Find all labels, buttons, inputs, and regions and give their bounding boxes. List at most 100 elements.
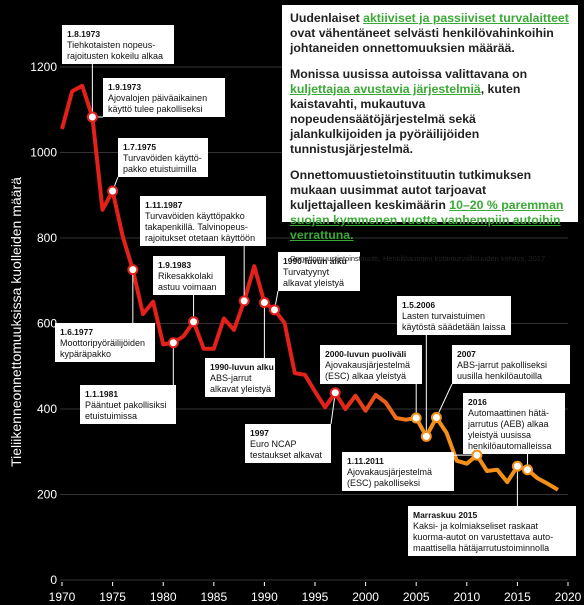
- y-tick-label: 1200: [30, 60, 57, 74]
- annotation-text: alkavat yleistyä: [210, 384, 271, 394]
- y-tick-label: 200: [37, 488, 57, 502]
- info-paragraph: Uudenlaiset aktiiviset ja passiiviset tu…: [290, 11, 570, 56]
- info-box: Uudenlaiset aktiiviset ja passiiviset tu…: [282, 5, 578, 263]
- annotation-text: kuorma-autot on varustettava auto-: [413, 532, 553, 542]
- x-tick-label: 1980: [150, 590, 177, 604]
- annotation-text: (ESC) pakolliseksi: [347, 478, 420, 488]
- highlight-text: kuljettajaa avustavia järjestelmiä: [290, 82, 481, 96]
- annotation-dot: [511, 460, 523, 472]
- annotation-title: 1.1.1981: [85, 389, 118, 399]
- annotation-title: 1.11.2011: [347, 456, 384, 466]
- annotation-title: 2016: [468, 397, 487, 407]
- annotation-text: Ajovakausjärjestelmä: [325, 360, 410, 370]
- annotation-text: Rikesakkolaki: [158, 271, 213, 281]
- x-tick-label: 1970: [49, 590, 76, 604]
- annotation-title: 1990-luvun alku: [283, 256, 347, 266]
- x-tick-label: 2010: [453, 590, 480, 604]
- y-tick-label: 0: [50, 573, 57, 587]
- y-tick-label: 1000: [30, 146, 57, 160]
- annotation-box: [140, 196, 266, 246]
- annotation-dot: [471, 449, 483, 461]
- y-tick-label: 800: [37, 231, 57, 245]
- annotation-text: Automaattinen hätä-: [468, 408, 549, 418]
- x-tick-label: 1975: [99, 590, 126, 604]
- annotation-text: Pääntuet pakollisiksi: [85, 400, 167, 410]
- annotation-title: Marraskuu 2015: [413, 510, 478, 520]
- annotation-dot: [188, 316, 200, 328]
- annotation-text: jarrutus (AEB) alkaa: [467, 419, 549, 429]
- annotation-text: uusilla henkilöautoilla: [457, 371, 542, 381]
- y-axis-label: Tieliikenneonnettomuuksissa kuolleiden m…: [8, 177, 24, 467]
- annotation-title: 1.7.1975: [123, 142, 156, 152]
- x-tick-label: 2020: [555, 590, 582, 604]
- annotation-text: ABS-jarrut: [210, 373, 252, 383]
- annotation-dot: [127, 264, 139, 276]
- annotation-box: [153, 256, 225, 295]
- annotation-text: Moottoripyöräilijöiden: [60, 338, 145, 348]
- annotation-box: [55, 323, 155, 362]
- annotation-title: 1.8.1973: [67, 29, 100, 39]
- annotation-text: Kaksi- ja kolmiakseliset raskaat: [413, 521, 539, 531]
- annotation-title: 1.9.1983: [158, 260, 191, 270]
- annotation-text: Turvavöiden käyttöpakko: [145, 211, 245, 221]
- annotation-text: rajoitusten kokeilu alkaa: [67, 51, 163, 61]
- x-tick-label: 2015: [504, 590, 531, 604]
- info-paragraph: Onnettomuustietoinstituutin tutkimuksen …: [290, 168, 570, 243]
- annotation-title: 2000-luvun puoliväli: [325, 349, 406, 359]
- annotation-dot: [107, 185, 119, 197]
- info-text: Monissa uusissa autoissa valittavana on: [290, 67, 528, 81]
- annotation-text: yleistyä uusissa: [468, 430, 531, 440]
- annotation-text: Lasten turvaistuimen: [402, 311, 485, 321]
- x-tick-label: 2000: [352, 590, 379, 604]
- annotation-text: astuu voimaan: [158, 282, 217, 292]
- x-tick-label: 1985: [200, 590, 227, 604]
- highlight-text: 10–20 % paremman suojan kymmenen vuotta …: [290, 198, 564, 242]
- annotation-dot: [86, 111, 98, 123]
- annotation-text: pakko etuistuimilla: [123, 164, 197, 174]
- annotation-box: [118, 138, 208, 177]
- annotation-text: testaukset alkavat: [250, 450, 323, 460]
- annotation-dot: [329, 387, 341, 399]
- annotation-text: käytöstä säädetään laissa: [402, 322, 506, 332]
- annotation-title: 2007: [457, 349, 476, 359]
- annotation-dot: [410, 412, 422, 424]
- annotation-box: [397, 296, 511, 335]
- annotation-dot: [238, 295, 250, 307]
- annotation-dot: [420, 430, 432, 442]
- x-tick-label: 1995: [302, 590, 329, 604]
- annotation-text: Tiehkotaisten nopeus-: [67, 40, 155, 50]
- annotation-text: Turvavöiden käyttö-: [123, 153, 202, 163]
- annotation-title: 1997: [250, 428, 269, 438]
- annotation-box: [278, 252, 360, 291]
- x-tick-label: 1990: [251, 590, 278, 604]
- annotation-box: [205, 358, 275, 397]
- connector: [435, 383, 453, 418]
- annotation-title: 1.11.1987: [145, 200, 183, 210]
- info-text: ovat vähentäneet selvästi henkilövahinko…: [290, 26, 554, 55]
- annotation-text: Turvatyynyt: [283, 267, 330, 277]
- annotation-box: [408, 506, 576, 556]
- annotation-title: 1990-luvun alku: [210, 362, 274, 372]
- info-text: Uudenlaiset: [290, 11, 364, 25]
- annotation-text: maattisella hätäjarrutustoiminnolla: [413, 543, 549, 553]
- x-tick-label: 2005: [403, 590, 430, 604]
- annotation-box: [342, 452, 454, 491]
- annotation-text: ABS-jarrut pakolliseksi: [457, 360, 547, 370]
- annotation-text: henkilöautomalleissa: [468, 441, 552, 451]
- info-text: , kuten kaistavahti, mukautuva nopeudens…: [290, 82, 521, 156]
- info-source: Onnettomuustietoinstituutti, Henkilöauto…: [290, 254, 546, 263]
- annotation-text: rajoitukset otetaan käyttöön: [145, 233, 255, 243]
- annotation-text: etuistuimissa: [85, 411, 137, 421]
- info-text: Onnettomuustietoinstituutin tutkimuksen …: [290, 168, 532, 212]
- annotation-text: Euro NCAP: [250, 439, 297, 449]
- y-tick-label: 400: [37, 402, 57, 416]
- annotation-dot: [430, 412, 442, 424]
- annotation-text: Ajovakausjärjestelmä: [347, 467, 432, 477]
- annotation-dot: [522, 464, 534, 476]
- annotation-box: [80, 385, 176, 424]
- annotation-text: takapenkillä. Talvinopeus-: [145, 222, 248, 232]
- annotation-box: [245, 424, 331, 463]
- dots: [86, 111, 534, 476]
